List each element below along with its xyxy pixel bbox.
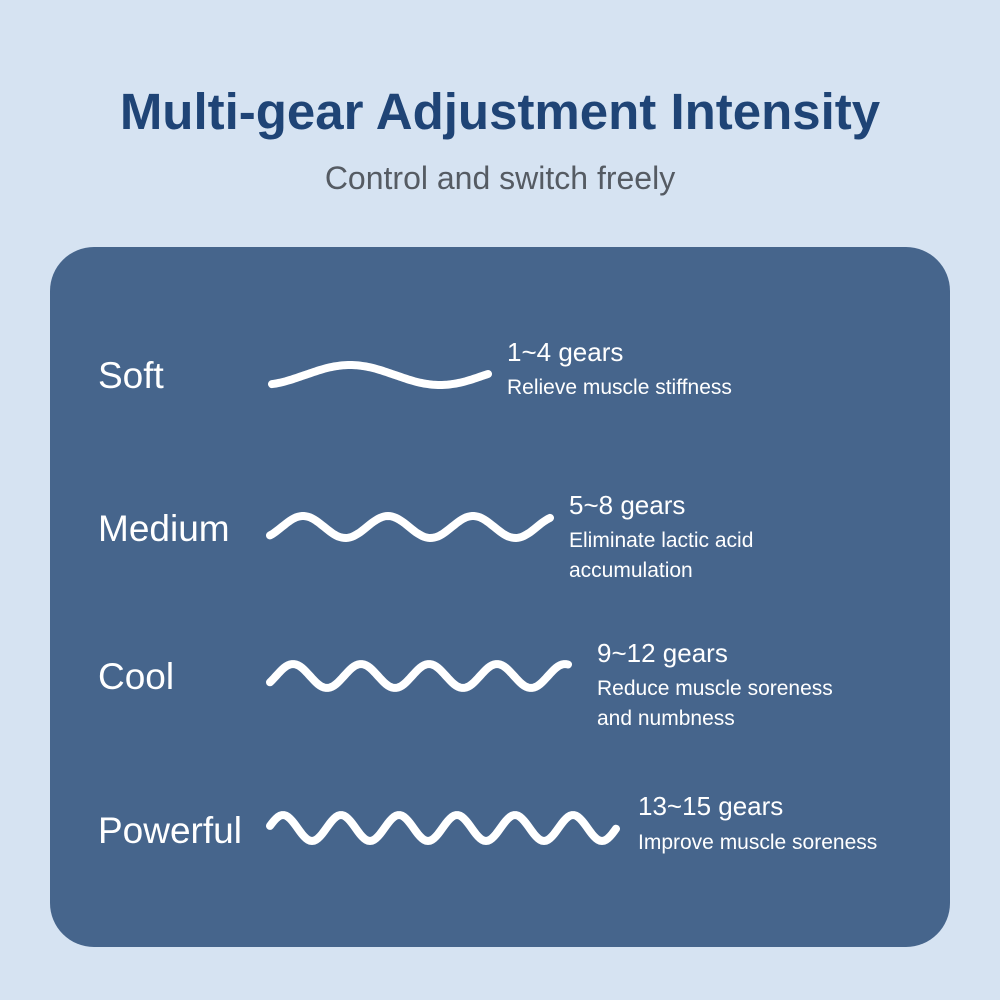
gears-cool: 9~12 gears — [597, 638, 728, 668]
desc-powerful: Improve muscle soreness — [638, 828, 877, 858]
page-subtitle: Control and switch freely — [324, 160, 676, 196]
mode-label-cool: Cool — [98, 656, 175, 697]
mode-label-soft: Soft — [98, 355, 164, 396]
mode-label-powerful: Powerful — [98, 810, 242, 851]
desc-line: Relieve muscle stiffness — [507, 376, 732, 399]
powerful-wave-icon — [266, 811, 620, 846]
mode-label-medium: Medium — [98, 508, 230, 549]
desc-line: and numbness — [597, 707, 735, 730]
medium-wave-icon — [266, 511, 554, 543]
gears-powerful: 13~15 gears — [638, 791, 784, 821]
desc-medium: Eliminate lactic acid accumulation — [569, 526, 753, 586]
desc-line: Improve muscle soreness — [638, 831, 878, 854]
cool-wave-icon — [266, 660, 572, 692]
soft-wave-icon — [268, 361, 492, 389]
desc-cool: Reduce muscle soreness and numbness — [597, 674, 833, 734]
page-title: Multi-gear Adjustment Intensity — [119, 83, 881, 140]
desc-line: Eliminate lactic acid — [569, 529, 754, 552]
desc-line: Reduce muscle soreness — [597, 677, 833, 700]
desc-line: accumulation — [569, 559, 693, 582]
gears-soft: 1~4 gears — [507, 337, 624, 367]
gears-medium: 5~8 gears — [569, 490, 686, 520]
desc-soft: Relieve muscle stiffness — [507, 373, 732, 403]
